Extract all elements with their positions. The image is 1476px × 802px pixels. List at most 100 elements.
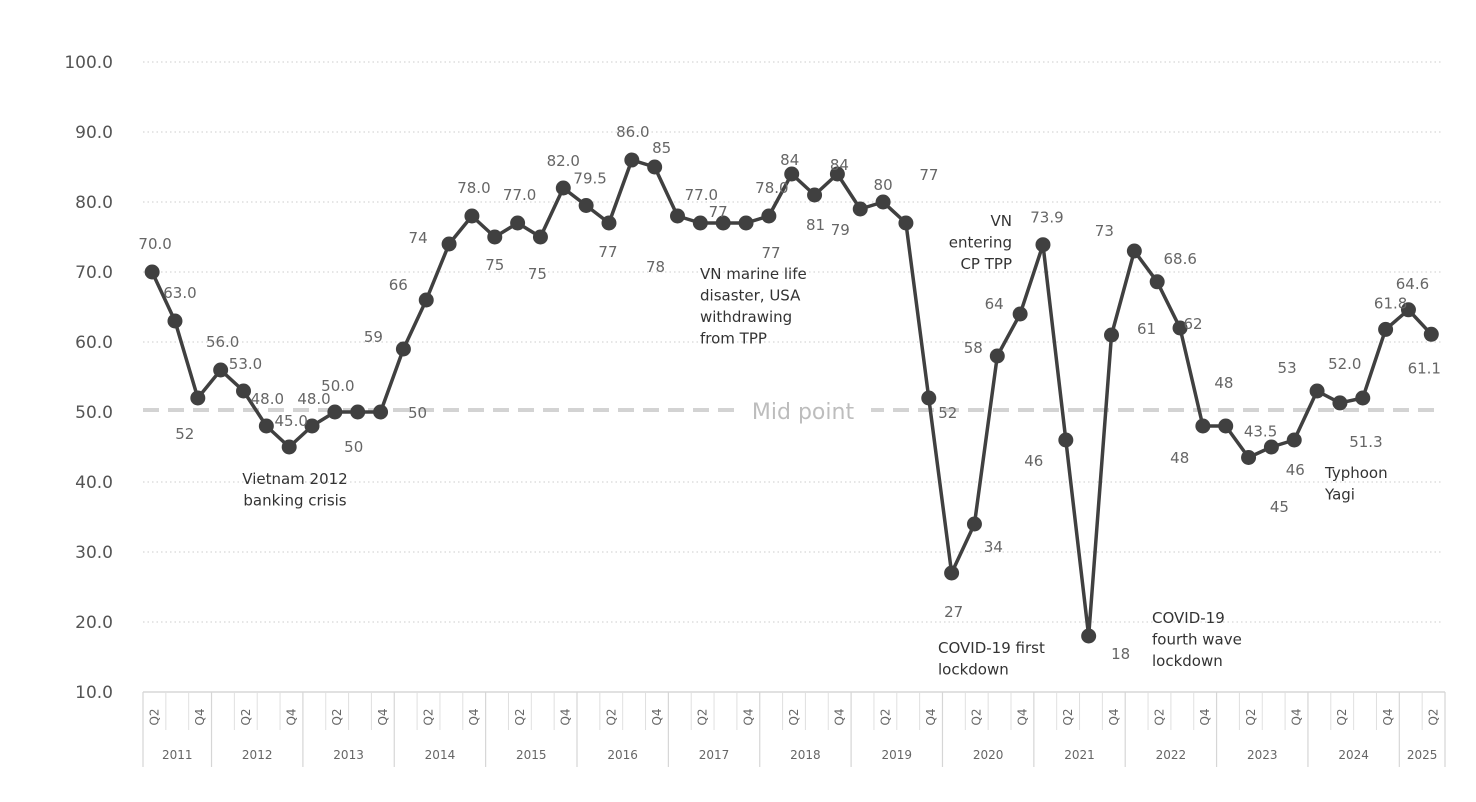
- data-label: 84: [830, 156, 849, 174]
- year-tick-label: 2021: [1064, 748, 1095, 762]
- year-tick-label: 2025: [1407, 748, 1438, 762]
- y-tick-label: 70.0: [75, 263, 113, 283]
- data-label: 18: [1111, 645, 1130, 663]
- quarter-tick-label: Q4: [284, 708, 298, 725]
- year-tick-label: 2014: [425, 748, 456, 762]
- data-point: [761, 208, 777, 224]
- data-label: 43.5: [1244, 423, 1277, 441]
- year-tick-label: 2022: [1156, 748, 1187, 762]
- annotation-line: lockdown: [938, 661, 1009, 679]
- annotation-line: VN marine life: [700, 265, 807, 283]
- data-label: 34: [984, 538, 1003, 556]
- annotation-line: from TPP: [700, 330, 767, 348]
- data-point: [1172, 320, 1188, 336]
- annotation-line: COVID-19 first: [938, 639, 1045, 657]
- data-label: 84: [780, 151, 799, 169]
- year-tick-label: 2012: [242, 748, 273, 762]
- year-tick-label: 2011: [162, 748, 193, 762]
- data-point: [989, 348, 1005, 364]
- quarter-tick-label: Q4: [650, 708, 664, 725]
- data-point: [1286, 432, 1302, 448]
- data-label: 46: [1024, 452, 1043, 470]
- quarter-tick-label: Q2: [1061, 708, 1075, 725]
- data-label: 77: [709, 203, 728, 221]
- data-label: 45: [1270, 498, 1289, 516]
- data-point: [670, 208, 686, 224]
- data-point: [555, 180, 571, 196]
- data-label: 48.0: [297, 390, 330, 408]
- data-point: [1218, 418, 1234, 434]
- data-point: [350, 404, 366, 420]
- data-point: [1081, 628, 1097, 644]
- annotation: COVID-19 first lockdown: [938, 639, 1045, 679]
- data-point: [921, 390, 937, 406]
- data-point: [1423, 326, 1439, 342]
- annotation-line: fourth wave: [1152, 631, 1242, 649]
- quarter-tick-label: Q2: [970, 708, 984, 725]
- data-point: [692, 215, 708, 231]
- annotation-line: lockdown: [1152, 652, 1223, 670]
- data-label: 46: [1286, 461, 1305, 479]
- data-point: [624, 152, 640, 168]
- quarter-tick-label: Q4: [1290, 708, 1304, 725]
- data-point: [510, 215, 526, 231]
- data-point: [852, 201, 868, 217]
- year-tick-label: 2018: [790, 748, 821, 762]
- y-tick-label: 80.0: [75, 193, 113, 213]
- data-point: [647, 159, 663, 175]
- data-label: 52.0: [1328, 355, 1361, 373]
- data-point: [487, 229, 503, 245]
- mid-point-reference: Mid point: [143, 394, 1443, 426]
- data-label: 66: [389, 276, 408, 294]
- data-label: 78.0: [457, 179, 490, 197]
- data-point: [944, 565, 960, 581]
- data-point: [281, 439, 297, 455]
- data-point: [1332, 395, 1348, 411]
- annotation-line: COVID-19: [1152, 609, 1225, 627]
- data-label: 86.0: [616, 123, 649, 141]
- data-label: 61.8: [1374, 294, 1407, 312]
- data-point: [1241, 450, 1257, 465]
- quarter-tick-label: Q4: [376, 708, 390, 725]
- y-tick-label: 60.0: [75, 333, 113, 353]
- quarter-tick-label: Q2: [604, 708, 618, 725]
- data-point: [373, 404, 389, 420]
- annotation-line: entering: [949, 234, 1012, 252]
- mid-point-label-bg: [735, 394, 871, 426]
- data-point: [1309, 383, 1325, 399]
- quarter-tick-label: Q2: [1335, 708, 1349, 725]
- data-label: 51.3: [1349, 433, 1382, 451]
- data-point: [327, 404, 343, 420]
- quarter-tick-label: Q4: [467, 708, 481, 725]
- data-label: 79.5: [573, 170, 606, 188]
- annotation-line: VN: [991, 212, 1012, 230]
- quarter-tick-label: Q2: [696, 708, 710, 725]
- year-tick-label: 2020: [973, 748, 1004, 762]
- annotation-line: Typhoon: [1324, 464, 1388, 482]
- data-label: 77: [598, 243, 617, 261]
- data-point: [464, 208, 480, 224]
- data-label: 62: [1183, 315, 1202, 333]
- annotation-line: disaster, USA: [700, 287, 801, 305]
- data-point: [807, 187, 823, 203]
- quarter-tick-label: Q4: [833, 708, 847, 725]
- data-label: 52: [938, 404, 957, 422]
- y-tick-label: 40.0: [75, 473, 113, 493]
- annotation-line: withdrawing: [700, 308, 792, 326]
- data-point: [715, 215, 731, 231]
- year-tick-label: 2023: [1247, 748, 1278, 762]
- data-label: 59: [364, 328, 383, 346]
- year-tick-label: 2013: [333, 748, 364, 762]
- y-tick-label: 10.0: [75, 683, 113, 703]
- data-point: [1263, 439, 1279, 455]
- annotation-line: Vietnam 2012: [242, 470, 347, 488]
- year-tick-label: 2016: [607, 748, 638, 762]
- data-label: 50: [408, 404, 427, 422]
- quarter-tick-label: Q4: [559, 708, 573, 725]
- data-point: [1355, 390, 1371, 406]
- data-point: [875, 194, 891, 210]
- annotations: Vietnam 2012 banking crisis VN marine life…: [242, 212, 1387, 679]
- quarter-tick-label: Q2: [147, 708, 161, 725]
- quarter-tick-label: Q2: [1244, 708, 1258, 725]
- data-label: 78: [646, 258, 665, 276]
